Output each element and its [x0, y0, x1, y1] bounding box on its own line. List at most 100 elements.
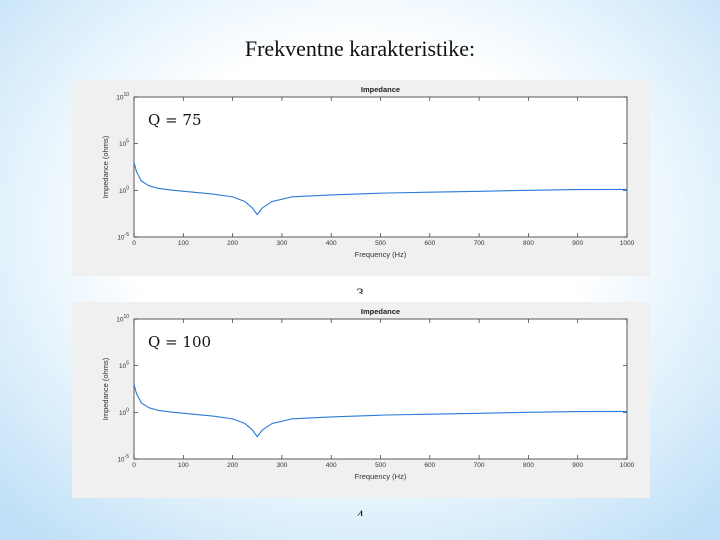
x-tick-label: 700	[474, 240, 485, 247]
figure-number: 3	[356, 286, 364, 294]
y-tick-exponent: 10	[123, 314, 129, 320]
data-point	[148, 185, 150, 187]
y-tick-exponent: 10	[123, 92, 129, 98]
data-point	[251, 429, 253, 431]
y-tick-exponent: 5	[126, 361, 129, 367]
impedance-figure-q100: Impedance 0 100 200 300 400 500 600 700 800 900 100…	[72, 302, 650, 498]
y-tick-label: 100	[119, 185, 129, 195]
chart-title: Impedance	[361, 85, 400, 94]
x-tick-label: 900	[572, 240, 583, 247]
y-tick-label: 1010	[116, 314, 129, 324]
data-point	[172, 411, 174, 413]
data-point	[429, 413, 431, 415]
data-point	[261, 207, 263, 209]
impedance-series-line	[133, 162, 628, 216]
data-point	[261, 429, 263, 431]
data-point	[478, 412, 480, 414]
x-tick-label: 500	[375, 462, 386, 469]
plot-area	[133, 96, 628, 238]
plot-area	[133, 318, 628, 460]
x-tick-label: 200	[227, 462, 238, 469]
data-point	[133, 161, 135, 163]
data-point	[148, 407, 150, 409]
data-point	[232, 418, 234, 420]
data-point	[192, 413, 194, 415]
y-tick-label: 10-5	[117, 232, 129, 242]
data-point	[244, 201, 246, 202]
data-point	[291, 418, 293, 420]
y-tick-label: 105	[119, 139, 129, 149]
y-axis-label: Impedance (ohms)	[101, 357, 110, 420]
slide-title: Frekventne karakteristike:	[244, 36, 476, 61]
data-point	[330, 416, 332, 418]
data-point	[136, 171, 137, 173]
y-tick-label: 100	[119, 407, 129, 417]
x-tick-label: 900	[572, 462, 583, 469]
data-point	[212, 415, 214, 417]
data-point	[626, 410, 628, 412]
data-point	[527, 189, 529, 191]
data-point	[256, 436, 258, 438]
x-tick-label: 500	[375, 240, 386, 247]
impedance-figure-q75: Impedance 0 100 200 300 400 500 600 700 800 900 100…	[72, 80, 650, 276]
data-point	[291, 196, 293, 198]
figure-number: 4	[356, 508, 364, 516]
x-tick-label: 100	[178, 462, 189, 469]
x-tick-label: 1000	[620, 462, 635, 469]
y-tick-exponent: 0	[126, 185, 129, 191]
impedance-series-line	[133, 384, 628, 438]
y-tick-label: 10-5	[117, 454, 129, 464]
data-point	[158, 188, 160, 189]
data-point	[271, 423, 273, 424]
data-point	[232, 196, 234, 198]
data-point	[429, 191, 431, 193]
data-point	[577, 189, 579, 191]
x-tick-label: 400	[326, 462, 337, 469]
data-point	[478, 190, 480, 192]
data-point	[251, 207, 253, 209]
data-point	[140, 180, 142, 182]
q-annotation: Q = 100	[148, 333, 211, 351]
data-point	[140, 402, 142, 404]
y-tick-label: 105	[119, 361, 129, 371]
y-tick-exponent: 0	[126, 407, 129, 413]
y-tick-label: 1010	[116, 92, 129, 102]
x-tick-label: 100	[178, 240, 189, 247]
x-tick-label: 0	[132, 240, 136, 247]
x-tick-label: 0	[132, 462, 136, 469]
x-tick-label: 800	[523, 240, 534, 247]
x-tick-label: 1000	[620, 240, 635, 247]
data-point	[136, 393, 137, 395]
data-point	[212, 193, 214, 195]
data-point	[626, 188, 628, 190]
data-point	[271, 201, 273, 202]
data-point	[172, 189, 174, 191]
y-axis-label: Impedance (ohms)	[101, 135, 110, 198]
x-tick-label: 200	[227, 240, 238, 247]
q-annotation: Q = 75	[148, 111, 202, 129]
data-point	[192, 191, 194, 193]
x-axis-label: Frequency (Hz)	[355, 250, 407, 259]
data-point	[158, 410, 160, 411]
data-point	[380, 192, 381, 194]
y-tick-exponent: -5	[125, 232, 130, 238]
x-axis-label: Frequency (Hz)	[355, 472, 407, 481]
data-point	[244, 423, 246, 424]
data-point	[577, 411, 579, 413]
data-point	[380, 414, 381, 416]
data-point	[527, 411, 529, 413]
chart-title: Impedance	[361, 307, 400, 316]
y-tick-exponent: -5	[125, 454, 130, 460]
x-tick-label: 400	[326, 240, 337, 247]
data-point	[256, 214, 258, 216]
x-tick-label: 700	[474, 462, 485, 469]
x-tick-label: 600	[424, 462, 435, 469]
x-tick-label: 800	[523, 462, 534, 469]
x-tick-label: 300	[276, 240, 287, 247]
x-tick-label: 300	[276, 462, 287, 469]
data-point	[330, 194, 332, 196]
data-point	[133, 383, 135, 385]
x-tick-label: 600	[424, 240, 435, 247]
